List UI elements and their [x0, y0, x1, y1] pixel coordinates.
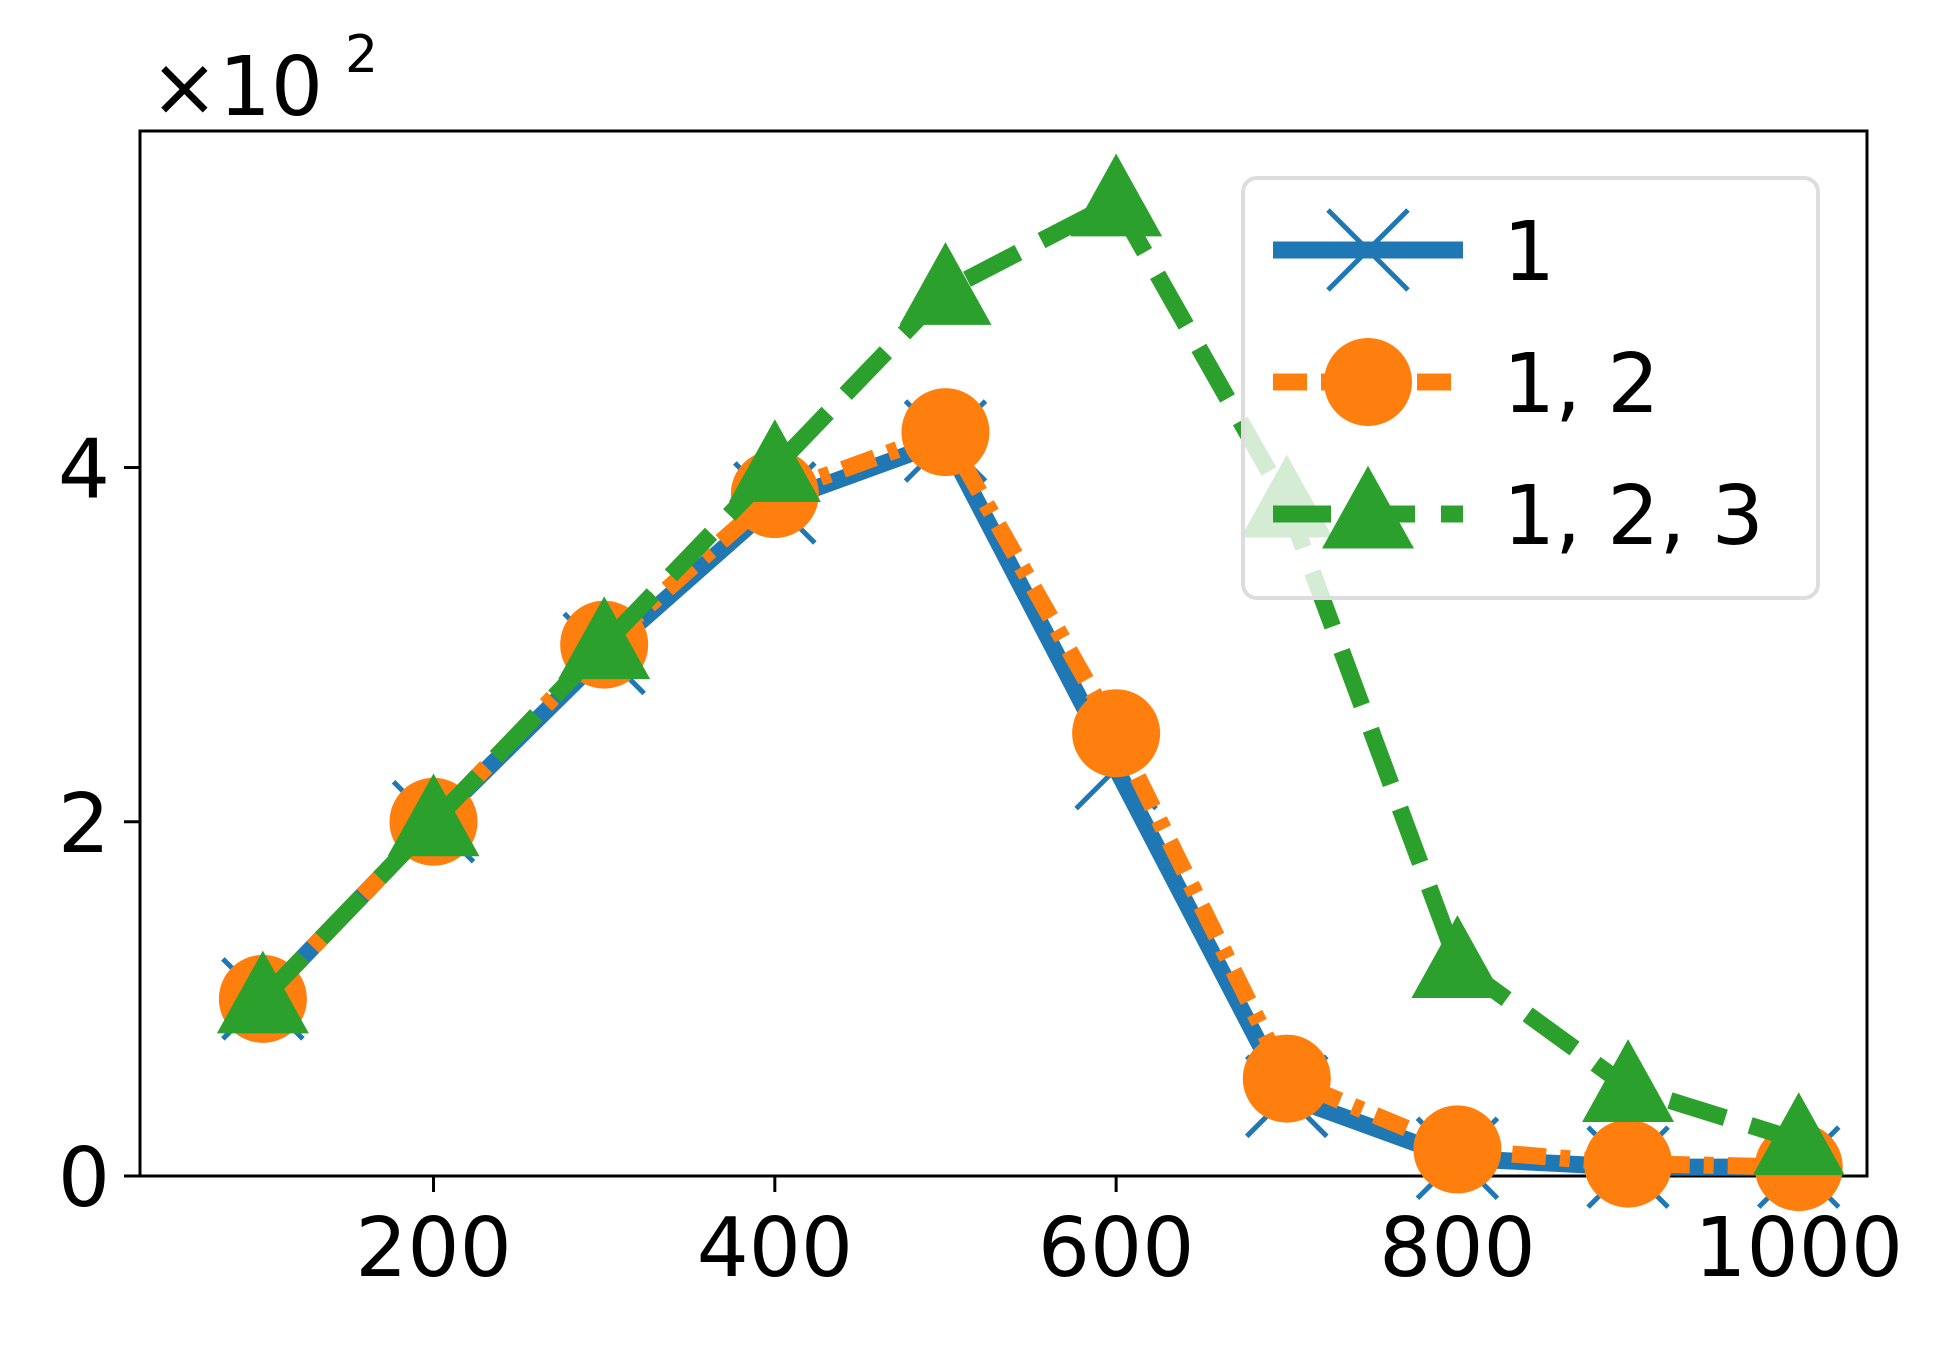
x-tick-label: 1000	[1694, 1201, 1903, 1296]
legend-box	[1241, 176, 1820, 600]
data-point	[1072, 689, 1161, 778]
legend-label: 1, 2	[1503, 337, 1659, 432]
y-tick-label: 2	[58, 777, 110, 872]
data-point	[1584, 1119, 1673, 1208]
legend-label: 1	[1503, 205, 1555, 300]
legend-item: 1, 2, 3	[1273, 465, 1764, 564]
data-point	[1413, 1105, 1502, 1194]
y-tick-label: 4	[58, 423, 110, 518]
data-point	[1070, 153, 1163, 237]
x-tick-label: 400	[697, 1201, 854, 1296]
x-tick-label: 600	[1038, 1201, 1195, 1296]
data-point	[558, 596, 651, 680]
legend-marker	[1324, 338, 1412, 426]
series-3	[216, 153, 1845, 1176]
data-point	[1582, 1039, 1675, 1122]
data-point	[1752, 1092, 1845, 1176]
data-point	[901, 388, 990, 477]
data-point	[1411, 915, 1504, 998]
legend-marker	[1326, 208, 1410, 292]
x-tick-label: 200	[355, 1201, 512, 1296]
axes: 200 400 600 800 1000 0 2 4	[58, 423, 1903, 1296]
legend-marker	[1322, 465, 1414, 549]
x-tick-label: 800	[1379, 1201, 1536, 1296]
y-tick-label: 0	[58, 1131, 110, 1226]
data-point	[1242, 1034, 1331, 1123]
y-multiplier-exponent: 2	[345, 25, 378, 85]
data-point	[216, 950, 309, 1034]
series-line	[256, 193, 1802, 1149]
y-axis-multiplier: ×10 2	[150, 25, 378, 135]
y-multiplier-base: ×10	[150, 40, 323, 135]
series-layer	[216, 153, 1845, 1212]
legend: 1 1, 2 1, 2, 3	[1241, 176, 1820, 600]
data-point	[728, 419, 821, 503]
legend-item: 1, 2	[1273, 337, 1659, 432]
legend-item: 1	[1273, 205, 1555, 300]
data-point	[899, 242, 992, 325]
data-point	[387, 773, 480, 857]
legend-label: 1, 2, 3	[1503, 469, 1764, 564]
